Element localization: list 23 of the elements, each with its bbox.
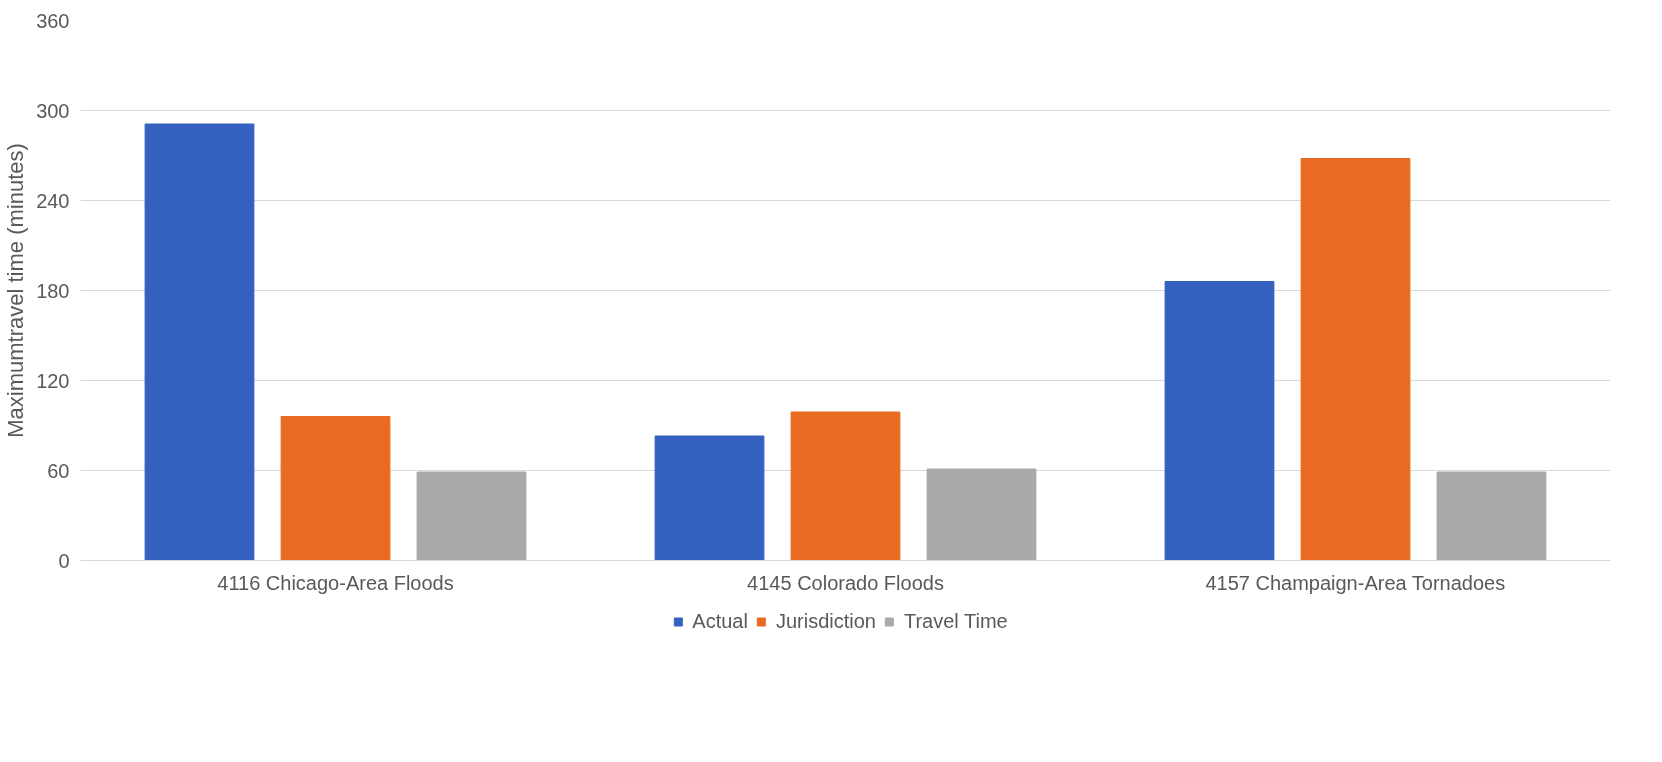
x-tick-label: 4157 Champaign-Area Tornadoes — [1205, 571, 1506, 594]
bar — [416, 471, 527, 561]
y-tick-label: 120 — [36, 369, 70, 392]
bar — [926, 468, 1037, 561]
bar — [790, 411, 901, 561]
y-tick-label: 240 — [36, 189, 70, 212]
y-tick-label: 300 — [36, 99, 70, 122]
legend-label: Actual — [692, 609, 748, 633]
legend-label: Jurisdiction — [775, 609, 876, 633]
legend-label: Travel Time — [903, 609, 1008, 633]
y-tick-label: 0 — [58, 549, 70, 572]
y-tick-label: 60 — [47, 459, 70, 482]
bar — [280, 416, 391, 561]
y-tick-label: 180 — [36, 279, 70, 302]
x-tick-label: 4145 Colorado Floods — [747, 571, 944, 594]
x-tick-label: 4116 Chicago-Area Floods — [217, 571, 454, 594]
bar — [1164, 281, 1275, 561]
bar — [654, 435, 765, 561]
bar — [1300, 158, 1411, 561]
bar — [144, 123, 255, 561]
y-axis-title: Maximumtravel time (minutes) — [3, 143, 29, 438]
y-tick-label: 360 — [36, 9, 70, 32]
bar — [1436, 471, 1547, 561]
